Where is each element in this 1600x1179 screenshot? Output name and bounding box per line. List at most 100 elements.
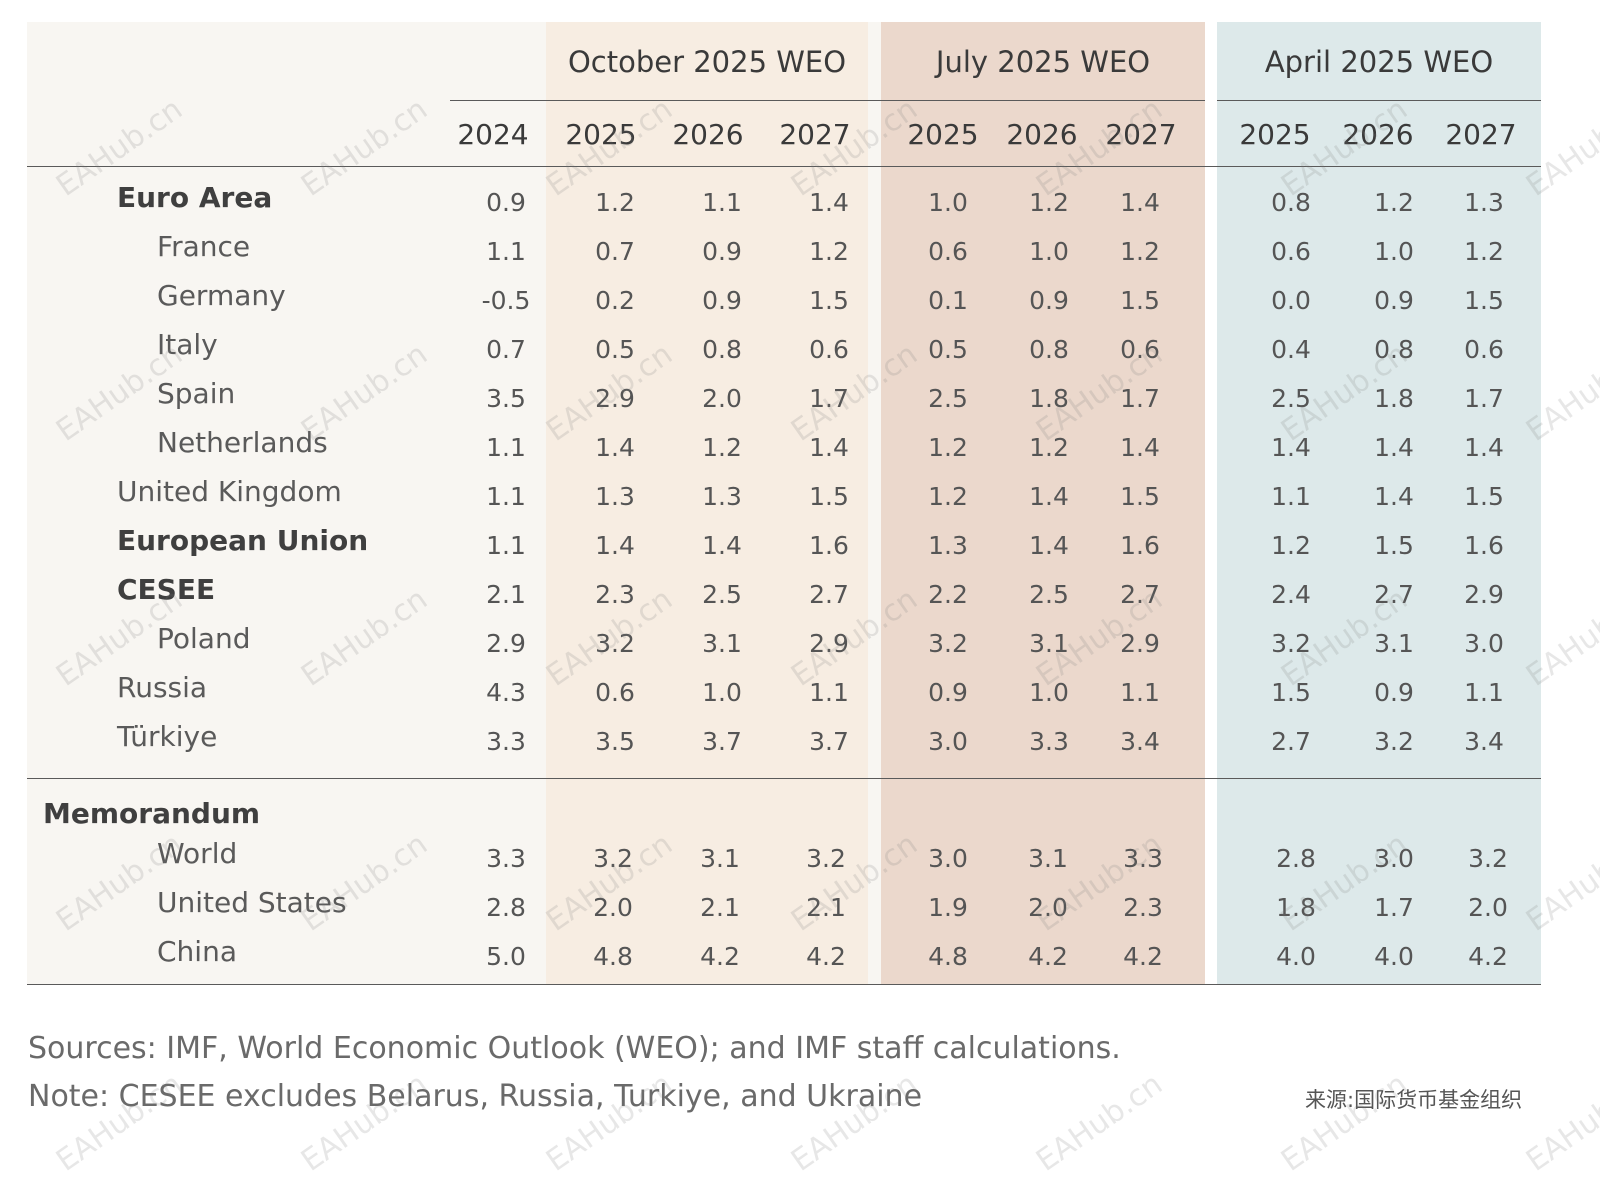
table-cell: 3.5 bbox=[595, 727, 635, 756]
table-cell: 0.5 bbox=[928, 335, 968, 364]
table-cell: 1.2 bbox=[809, 237, 849, 266]
row-label: Euro Area bbox=[117, 181, 273, 214]
memo-cell: 3.1 bbox=[1028, 844, 1068, 873]
table-cell: 2.5 bbox=[702, 580, 742, 609]
table-cell: 1.1 bbox=[1271, 482, 1311, 511]
watermark: EAHub.cn bbox=[1520, 1066, 1600, 1179]
table-cell: 3.7 bbox=[809, 727, 849, 756]
header-bottom-rule bbox=[27, 166, 1541, 167]
table-cell: 1.2 bbox=[595, 188, 635, 217]
table-cell: 0.9 bbox=[1374, 678, 1414, 707]
table-cell: 0.9 bbox=[486, 188, 526, 217]
table-cell: 1.5 bbox=[1464, 482, 1504, 511]
row-label: CESEE bbox=[117, 573, 216, 606]
table-cell: 0.4 bbox=[1271, 335, 1311, 364]
memo-cell: 1.7 bbox=[1374, 893, 1414, 922]
memo-cell: 1.8 bbox=[1276, 893, 1316, 922]
memo-cell: 4.2 bbox=[1028, 942, 1068, 971]
table-cell: 1.4 bbox=[1029, 531, 1069, 560]
table-cell: 1.2 bbox=[1464, 237, 1504, 266]
memo-cell: 2.0 bbox=[1468, 893, 1508, 922]
table-cell: 2.3 bbox=[595, 580, 635, 609]
table-cell: 3.3 bbox=[486, 727, 526, 756]
table-cell: 2.5 bbox=[1271, 384, 1311, 413]
row-label: Türkiye bbox=[117, 720, 218, 753]
table-cell: 1.0 bbox=[1029, 678, 1069, 707]
table-cell: 1.4 bbox=[595, 433, 635, 462]
table-cell: 1.1 bbox=[486, 237, 526, 266]
table-cell: 1.1 bbox=[486, 531, 526, 560]
memo-cell: 2.0 bbox=[593, 893, 633, 922]
memorandum-label: Memorandum bbox=[43, 797, 261, 830]
table-cell: 1.7 bbox=[1464, 384, 1504, 413]
table-cell: 3.4 bbox=[1464, 727, 1504, 756]
row-label: Germany bbox=[157, 279, 286, 312]
table-cell: -0.5 bbox=[481, 286, 531, 315]
memo-cell: 2.1 bbox=[806, 893, 846, 922]
july-band bbox=[881, 22, 1205, 985]
table-cell: 0.1 bbox=[928, 286, 968, 315]
table-cell: 1.0 bbox=[702, 678, 742, 707]
year-header-2024: 2024 bbox=[457, 118, 529, 151]
group-header-october: October 2025 WEO bbox=[567, 45, 847, 79]
watermark: EAHub.cn bbox=[1275, 1066, 1414, 1179]
row-label: France bbox=[157, 230, 251, 263]
memo-cell: 2.8 bbox=[1276, 844, 1316, 873]
table-cell: 2.7 bbox=[1120, 580, 1160, 609]
memo-cell: 4.0 bbox=[1276, 942, 1316, 971]
year-header-jul-2025: 2025 bbox=[907, 118, 979, 151]
table-cell: 1.0 bbox=[1374, 237, 1414, 266]
table-cell: 2.9 bbox=[1120, 629, 1160, 658]
table-cell: 0.6 bbox=[928, 237, 968, 266]
row-label: Russia bbox=[117, 671, 208, 704]
memo-cell: 3.3 bbox=[486, 844, 526, 873]
table-cell: 2.9 bbox=[1464, 580, 1504, 609]
table-cell: 3.0 bbox=[1464, 629, 1504, 658]
table-cell: 2.9 bbox=[486, 629, 526, 658]
table-cell: 1.3 bbox=[1464, 188, 1504, 217]
memo-cell: 4.2 bbox=[1468, 942, 1508, 971]
year-header-jul-2026: 2026 bbox=[1006, 118, 1078, 151]
table-cell: 1.5 bbox=[809, 286, 849, 315]
year-header-apr-2026: 2026 bbox=[1342, 118, 1414, 151]
watermark: EAHub.cn bbox=[1030, 1066, 1169, 1179]
table-cell: 1.2 bbox=[1029, 188, 1069, 217]
table-cell: 1.6 bbox=[1464, 531, 1504, 560]
row-label: Netherlands bbox=[157, 426, 328, 459]
table-cell: 0.9 bbox=[702, 237, 742, 266]
table-cell: 0.6 bbox=[809, 335, 849, 364]
memo-cell: 2.3 bbox=[1123, 893, 1163, 922]
table-cell: 0.7 bbox=[486, 335, 526, 364]
table-cell: 2.2 bbox=[928, 580, 968, 609]
april-band bbox=[1217, 22, 1541, 985]
year-header-oct-2025: 2025 bbox=[565, 118, 637, 151]
table-cell: 3.1 bbox=[1029, 629, 1069, 658]
source-cn-label: 来源:国际货币基金组织 bbox=[1305, 1088, 1523, 1112]
memo-row-label: World bbox=[157, 837, 238, 870]
table-cell: 3.4 bbox=[1120, 727, 1160, 756]
table-cell: 1.2 bbox=[1029, 433, 1069, 462]
table-cell: 0.8 bbox=[702, 335, 742, 364]
table-cell: 1.8 bbox=[1374, 384, 1414, 413]
table-cell: 1.4 bbox=[1120, 433, 1160, 462]
table-cell: 0.8 bbox=[1029, 335, 1069, 364]
table-cell: 2.9 bbox=[809, 629, 849, 658]
memo-cell: 3.2 bbox=[593, 844, 633, 873]
year-header-jul-2027: 2027 bbox=[1105, 118, 1177, 151]
table-cell: 1.2 bbox=[928, 482, 968, 511]
memo-cell: 4.0 bbox=[1374, 942, 1414, 971]
memo-cell: 3.0 bbox=[928, 844, 968, 873]
table-cell: 1.4 bbox=[809, 188, 849, 217]
header-rule-left bbox=[450, 100, 1205, 101]
table-cell: 1.5 bbox=[1120, 482, 1160, 511]
table-cell: 3.2 bbox=[595, 629, 635, 658]
memo-cell: 3.2 bbox=[1468, 844, 1508, 873]
table-cell: 1.4 bbox=[595, 531, 635, 560]
white-gap bbox=[1205, 22, 1217, 985]
cesee-note: Note: CESEE excludes Belarus, Russia, Tu… bbox=[28, 1079, 923, 1114]
table-cell: 1.1 bbox=[702, 188, 742, 217]
memo-cell: 3.3 bbox=[1123, 844, 1163, 873]
table-cell: 1.4 bbox=[1374, 482, 1414, 511]
table-cell: 1.4 bbox=[1120, 188, 1160, 217]
table-cell: 1.1 bbox=[486, 482, 526, 511]
